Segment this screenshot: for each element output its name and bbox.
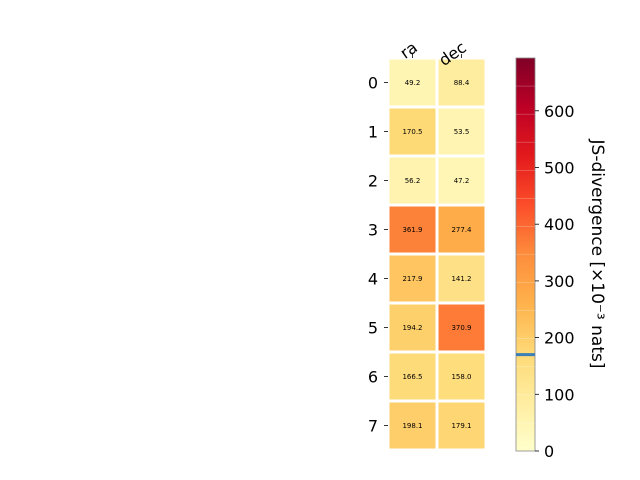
- cell-value-label: 47.2: [454, 177, 470, 185]
- row-tick-label: 7: [368, 417, 378, 436]
- cell-value-label: 141.2: [451, 275, 471, 283]
- colorbar-tick-label: 600: [544, 102, 575, 121]
- heatmap-cell-2-ra: [389, 157, 436, 204]
- colorbar-gradient: [515, 57, 536, 452]
- column-tick-label: ra: [396, 38, 420, 63]
- colorbar-tick-label: 500: [544, 158, 575, 177]
- colorbar-tick-label: 400: [544, 215, 575, 234]
- heatmap-cells: 49.2 88.4 170.5 53.5 56.2 47.2 361.9 277.4 217.9…: [389, 59, 485, 449]
- colorbar-ticks: 0 100 200 300 400 500 600: [535, 102, 575, 461]
- heatmap-cell-1-ra: [389, 108, 436, 155]
- heatmap-cell-4-ra: [389, 255, 436, 302]
- heatmap-cell-7-dec: [438, 402, 485, 449]
- heatmap-cell-6-ra: [389, 353, 436, 400]
- row-ticks: 0 1 2 3 4 5 6 7: [368, 74, 388, 436]
- colorbar-level-lines: [516, 85, 535, 424]
- heatmap-cell-1-dec: [438, 108, 485, 155]
- cell-value-label: 53.5: [454, 128, 470, 136]
- heatmap-cell-5-dec: [438, 304, 485, 351]
- cell-value-label: 370.9: [451, 324, 471, 332]
- colorbar-tick-label: 300: [544, 272, 575, 291]
- cell-value-label: 158.0: [451, 373, 471, 381]
- row-tick-label: 2: [368, 172, 378, 191]
- heatmap-cell-2-dec: [438, 157, 485, 204]
- heatmap-cell-3-ra: [389, 206, 436, 253]
- heatmap-cell-7-ra: [389, 402, 436, 449]
- cell-value-label: 88.4: [454, 79, 470, 87]
- row-tick-label: 1: [368, 123, 378, 142]
- cell-value-label: 49.2: [405, 79, 421, 87]
- cell-value-label: 56.2: [405, 177, 421, 185]
- colorbar-tick-label: 0: [544, 442, 554, 461]
- colorbar: 0 100 200 300 400 500 600 JS-divergence [×10⁻³…: [515, 57, 607, 461]
- row-tick-label: 5: [368, 319, 378, 338]
- colorbar-label: JS-divergence [×10⁻³ nats]: [587, 139, 607, 369]
- cell-value-label: 166.5: [402, 373, 422, 381]
- heatmap-cell-0-dec: [438, 59, 485, 106]
- heatmap-cell-6-dec: [438, 353, 485, 400]
- heatmap-cell-5-ra: [389, 304, 436, 351]
- row-tick-label: 4: [368, 270, 378, 289]
- cell-value-label: 198.1: [402, 422, 422, 430]
- heatmap-cell-3-dec: [438, 206, 485, 253]
- cell-value-label: 217.9: [402, 275, 422, 283]
- cell-value-label: 194.2: [402, 324, 422, 332]
- heatmap-cell-4-dec: [438, 255, 485, 302]
- row-tick-label: 0: [368, 74, 378, 93]
- cell-value-label: 361.9: [402, 226, 422, 234]
- heatmap-cell-0-ra: [389, 59, 436, 106]
- row-tick-label: 6: [368, 368, 378, 387]
- cell-value-label: 179.1: [451, 422, 471, 430]
- cell-value-label: 170.5: [402, 128, 422, 136]
- cell-value-label: 277.4: [451, 226, 472, 234]
- colorbar-tick-label: 100: [544, 385, 575, 404]
- row-tick-label: 3: [368, 221, 378, 240]
- colorbar-tick-label: 200: [544, 329, 575, 348]
